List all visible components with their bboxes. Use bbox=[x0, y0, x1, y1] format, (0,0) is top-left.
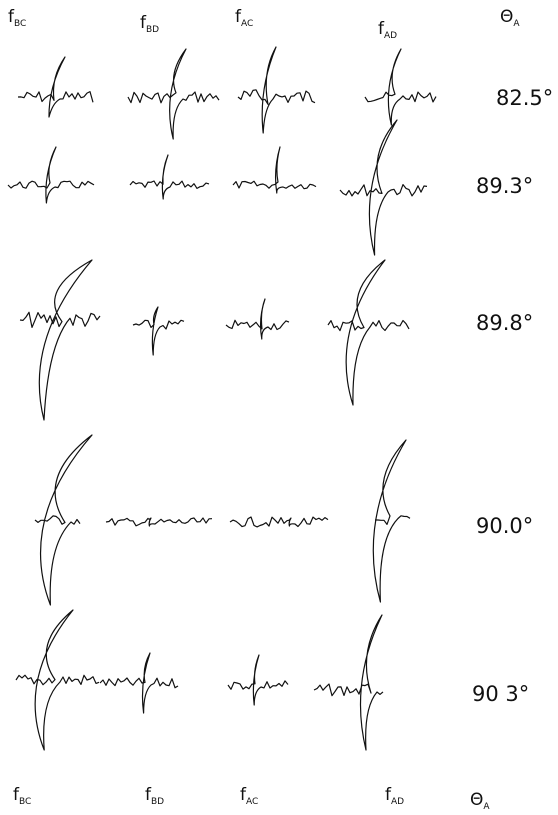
trace bbox=[100, 653, 178, 713]
trace bbox=[233, 147, 316, 193]
column-header: fBD bbox=[140, 13, 159, 35]
column-header-sub: BD bbox=[146, 25, 159, 35]
column-footer-sub: BC bbox=[19, 797, 31, 807]
trace bbox=[365, 49, 436, 125]
column-footer: fBC bbox=[13, 785, 31, 807]
column-footer: fAC bbox=[240, 785, 258, 807]
trace bbox=[230, 517, 328, 527]
angle-label: 89.3° bbox=[476, 174, 533, 198]
column-footer-sub: AD bbox=[391, 797, 404, 807]
column-footer-sub: BD bbox=[151, 797, 164, 807]
column-header: fAC bbox=[235, 7, 253, 29]
angle-label: 90.0° bbox=[476, 514, 533, 538]
trace bbox=[328, 260, 409, 405]
trace bbox=[238, 47, 315, 133]
trace bbox=[18, 57, 93, 117]
trace bbox=[226, 299, 289, 339]
column-header: fBC bbox=[8, 7, 26, 29]
trace bbox=[8, 147, 94, 203]
trace bbox=[133, 307, 184, 355]
column-footer: fAD bbox=[385, 785, 404, 807]
trace bbox=[20, 260, 100, 420]
trace bbox=[314, 615, 383, 750]
trace bbox=[228, 655, 288, 705]
angle-header: ΘA bbox=[500, 7, 520, 29]
trace bbox=[128, 49, 219, 139]
column-header-sub: AD bbox=[384, 31, 397, 41]
column-header: fAD bbox=[378, 19, 397, 41]
angle-header-sub: A bbox=[513, 19, 520, 29]
column-header-sub: BC bbox=[14, 19, 26, 29]
trace bbox=[373, 440, 410, 602]
trace bbox=[340, 120, 427, 255]
trace bbox=[130, 155, 209, 199]
angle-header-main: Θ bbox=[500, 7, 513, 27]
column-footer: fBD bbox=[145, 785, 164, 807]
angle-label: 82.5° bbox=[496, 86, 553, 110]
trace bbox=[35, 435, 92, 605]
angle-footer: ΘA bbox=[470, 790, 490, 812]
trace bbox=[16, 610, 99, 750]
angle-label: 90 3° bbox=[472, 682, 529, 706]
angle-footer-main: Θ bbox=[470, 790, 483, 810]
column-footer-sub: AC bbox=[246, 797, 258, 807]
figure: fBCfBDfACfADΘAfBCfBDfACfADΘA82.5°89.3°89… bbox=[0, 0, 558, 815]
angle-label: 89.8° bbox=[476, 311, 533, 335]
angle-footer-sub: A bbox=[483, 802, 490, 812]
column-header-sub: AC bbox=[241, 19, 253, 29]
trace bbox=[106, 518, 212, 526]
